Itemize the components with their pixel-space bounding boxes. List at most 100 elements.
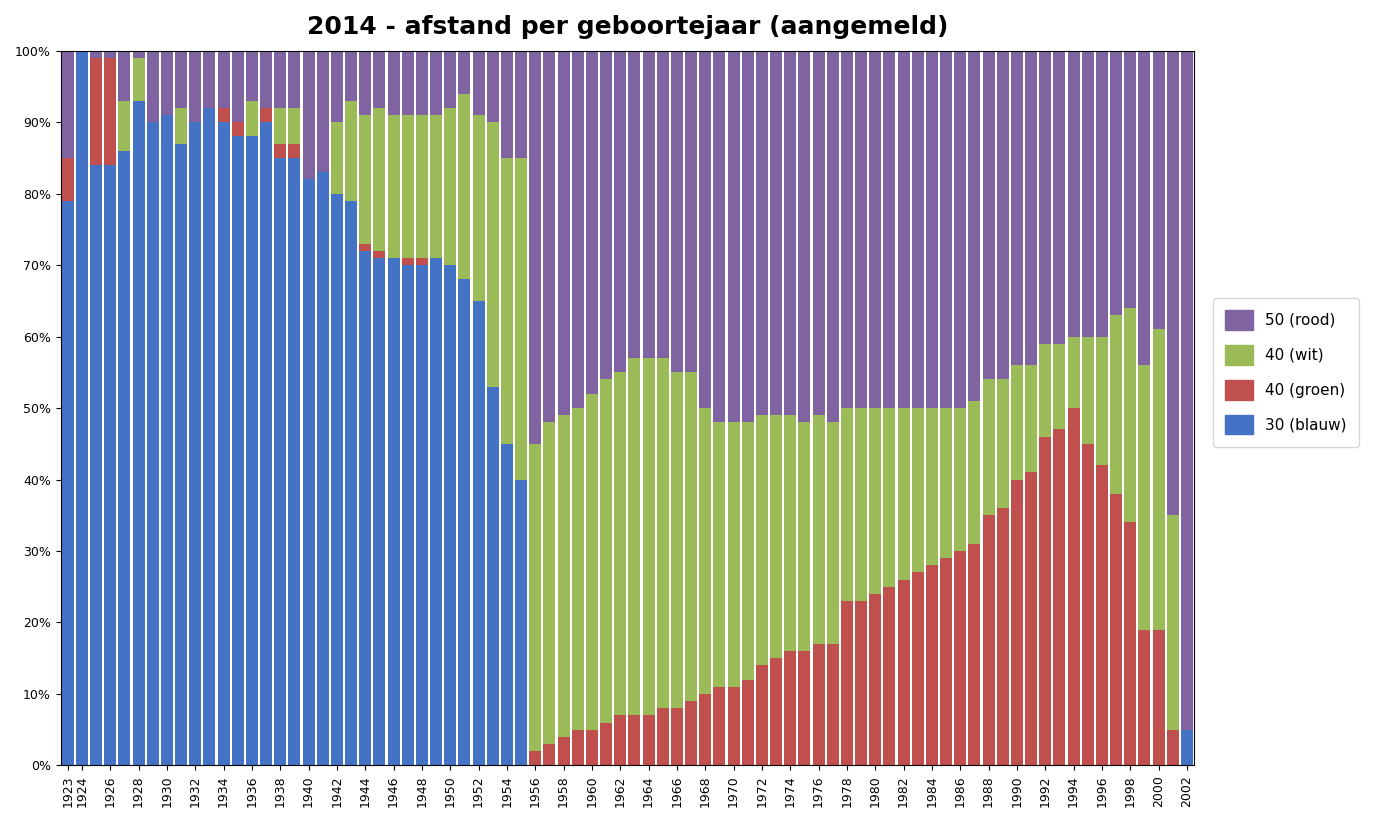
Bar	[855, 601, 868, 765]
Bar	[302, 51, 314, 179]
Bar	[544, 51, 556, 423]
Bar	[741, 51, 754, 423]
Bar	[1152, 330, 1164, 630]
Bar	[883, 51, 895, 408]
Bar	[1011, 365, 1023, 479]
Bar	[302, 179, 314, 765]
Bar	[784, 415, 796, 651]
Bar	[699, 408, 711, 694]
Bar	[770, 415, 783, 658]
Bar	[1082, 444, 1094, 765]
Bar	[925, 566, 938, 765]
Bar	[586, 394, 597, 730]
Bar	[855, 51, 868, 408]
Bar	[459, 51, 471, 94]
Bar	[118, 51, 130, 101]
Bar	[515, 479, 527, 765]
Bar	[784, 651, 796, 765]
Bar	[600, 723, 612, 765]
Bar	[515, 51, 527, 158]
Bar	[387, 51, 400, 115]
Bar	[1111, 315, 1122, 494]
Bar	[104, 58, 117, 165]
Bar	[614, 372, 626, 715]
Bar	[571, 408, 584, 730]
Bar	[629, 358, 640, 715]
Bar	[232, 136, 244, 765]
Bar	[1068, 51, 1079, 336]
Bar	[600, 380, 612, 723]
Bar	[1138, 365, 1151, 630]
Bar	[600, 51, 612, 380]
Bar	[557, 415, 570, 737]
Bar	[799, 423, 810, 651]
Bar	[1124, 308, 1137, 523]
Bar	[728, 687, 740, 765]
Bar	[544, 744, 556, 765]
Bar	[174, 144, 187, 765]
Bar	[614, 715, 626, 765]
Bar	[685, 372, 697, 701]
Bar	[1111, 494, 1122, 765]
Bar	[472, 301, 485, 765]
Bar	[501, 158, 514, 444]
Bar	[118, 150, 130, 765]
Bar	[387, 258, 400, 765]
Bar	[741, 423, 754, 680]
Bar	[1011, 479, 1023, 765]
Bar	[445, 265, 456, 765]
Bar	[416, 258, 428, 265]
Bar	[883, 408, 895, 587]
Bar	[656, 51, 669, 358]
Bar	[741, 680, 754, 765]
Bar	[259, 51, 272, 108]
Bar	[416, 51, 428, 115]
Bar	[1011, 51, 1023, 365]
Bar	[629, 715, 640, 765]
Bar	[259, 108, 272, 122]
Bar	[643, 51, 655, 358]
Bar	[869, 593, 881, 765]
Bar	[586, 730, 597, 765]
Bar	[571, 730, 584, 765]
Bar	[714, 51, 725, 423]
Bar	[757, 415, 768, 665]
Bar	[360, 115, 371, 243]
Bar	[104, 51, 117, 58]
Bar	[1167, 730, 1179, 765]
Bar	[161, 115, 173, 765]
Bar	[515, 158, 527, 479]
Bar	[459, 279, 471, 765]
Bar	[557, 737, 570, 765]
Bar	[1053, 429, 1065, 765]
Bar	[246, 51, 258, 101]
Bar	[416, 265, 428, 765]
Bar	[203, 108, 216, 765]
Bar	[925, 408, 938, 566]
Bar	[544, 423, 556, 744]
Bar	[983, 51, 994, 380]
Bar	[1026, 473, 1037, 765]
Bar	[898, 51, 910, 408]
Bar	[968, 51, 980, 401]
Bar	[840, 408, 853, 601]
Bar	[147, 51, 159, 122]
Bar	[941, 51, 951, 408]
Bar	[288, 158, 301, 765]
Bar	[147, 122, 159, 765]
Bar	[586, 51, 597, 394]
Bar	[799, 51, 810, 423]
Bar	[402, 265, 413, 765]
Bar	[174, 51, 187, 108]
Bar	[317, 51, 328, 172]
Bar	[898, 580, 910, 765]
Bar	[656, 358, 669, 709]
Bar	[62, 201, 74, 765]
Bar	[104, 165, 117, 765]
Bar	[445, 51, 456, 108]
Bar	[912, 408, 924, 572]
Bar	[1096, 336, 1108, 465]
Bar	[189, 122, 202, 765]
Bar	[941, 558, 951, 765]
Bar	[91, 165, 102, 765]
